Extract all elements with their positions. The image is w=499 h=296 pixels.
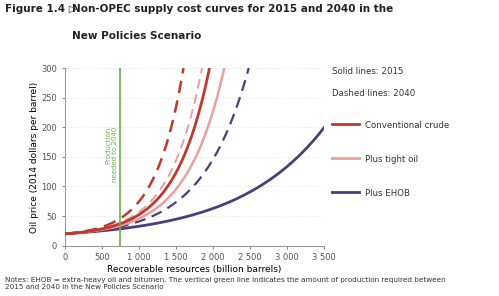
Text: Figure 1.4 ▷: Figure 1.4 ▷ — [5, 4, 77, 15]
X-axis label: Recoverable resources (billion barrels): Recoverable resources (billion barrels) — [107, 265, 282, 274]
Text: Production
needed to 2040: Production needed to 2040 — [105, 126, 118, 181]
Text: New Policies Scenario: New Policies Scenario — [72, 31, 202, 41]
Text: Notes: EHOB = extra-heavy oil and bitumen. The vertical green line indicates the: Notes: EHOB = extra-heavy oil and bitume… — [5, 277, 446, 290]
Text: Conventional crude: Conventional crude — [365, 121, 450, 130]
Text: Plus tight oil: Plus tight oil — [365, 155, 418, 164]
Y-axis label: Oil price (2014 dollars per barrel): Oil price (2014 dollars per barrel) — [29, 81, 38, 232]
Text: Plus EHOB: Plus EHOB — [365, 189, 410, 198]
Text: Solid lines: 2015: Solid lines: 2015 — [332, 67, 403, 75]
Text: Non-OPEC supply cost curves for 2015 and 2040 in the: Non-OPEC supply cost curves for 2015 and… — [72, 4, 394, 15]
Text: Dashed lines: 2040: Dashed lines: 2040 — [332, 89, 415, 98]
